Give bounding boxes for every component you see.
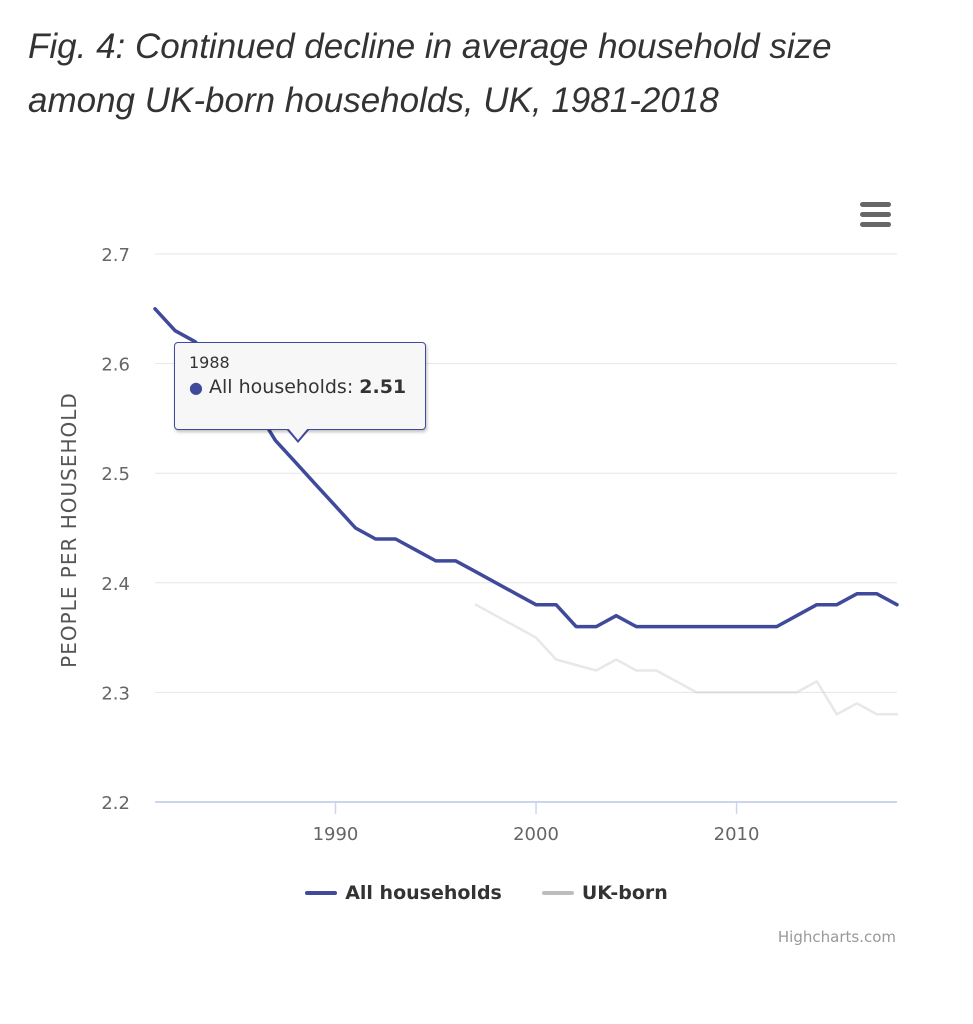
tooltip-x-value: 1988	[189, 353, 230, 372]
data-point-all-households[interactable]	[590, 621, 602, 633]
data-point-uk-born[interactable]	[510, 621, 522, 633]
series-line-all-households[interactable]	[153, 307, 899, 629]
data-point-all-households[interactable]	[610, 610, 622, 622]
data-point-all-households[interactable]	[650, 621, 662, 633]
data-point-uk-born[interactable]	[711, 686, 723, 698]
data-point-all-households[interactable]	[450, 555, 462, 567]
data-point-all-households[interactable]	[871, 588, 883, 600]
data-point-uk-born[interactable]	[530, 632, 542, 644]
data-point-all-households[interactable]	[851, 588, 863, 600]
x-tick-label: 1990	[313, 824, 359, 845]
data-point-all-households[interactable]	[350, 522, 362, 534]
data-point-uk-born[interactable]	[610, 654, 622, 666]
data-point-uk-born[interactable]	[871, 708, 883, 720]
series-layer[interactable]	[149, 303, 903, 721]
data-point-all-households[interactable]	[731, 621, 743, 633]
data-point-uk-born[interactable]	[670, 675, 682, 687]
hamburger-menu-icon	[860, 202, 891, 207]
tooltip-separator: :	[346, 376, 360, 398]
data-point-uk-born[interactable]	[550, 654, 562, 666]
data-point-all-households[interactable]	[550, 599, 562, 611]
data-point-all-households[interactable]	[530, 599, 542, 611]
data-point-uk-born[interactable]	[570, 659, 582, 671]
y-tick-label: 2.4	[101, 574, 130, 595]
data-point-all-households[interactable]	[470, 566, 482, 578]
x-tick-label: 2010	[714, 824, 760, 845]
data-point-all-households[interactable]	[811, 599, 823, 611]
data-point-uk-born[interactable]	[851, 697, 863, 709]
data-point-all-households[interactable]	[289, 456, 301, 468]
data-point-all-households[interactable]	[329, 500, 341, 512]
y-tick-label: 2.5	[101, 464, 130, 485]
y-axis-title: PEOPLE PER HOUSEHOLD	[57, 392, 81, 668]
data-point-all-households[interactable]	[791, 610, 803, 622]
data-point-all-households[interactable]	[169, 325, 181, 337]
x-axis-ticks: 1990 2000 2010	[313, 802, 760, 845]
y-axis-ticks: 2.2 2.3 2.4 2.5 2.6 2.7	[101, 245, 130, 814]
data-point-all-households[interactable]	[490, 577, 502, 589]
data-point-all-households[interactable]	[410, 544, 422, 556]
legend-item-uk-born[interactable]: UK-born	[541, 882, 668, 904]
chart-legend: All households UK-born	[0, 882, 973, 904]
data-point-all-households[interactable]	[510, 588, 522, 600]
chart-menu-button[interactable]	[852, 196, 898, 236]
data-point-all-households[interactable]	[891, 599, 903, 611]
tooltip-arrow-fill	[288, 428, 308, 440]
y-tick-label: 2.6	[101, 355, 130, 376]
data-point-all-households[interactable]	[149, 303, 161, 315]
data-point-all-households[interactable]	[711, 621, 723, 633]
data-point-uk-born[interactable]	[831, 708, 843, 720]
tooltip-row: ● All households: 2.51	[189, 376, 411, 398]
data-point-all-households[interactable]	[370, 533, 382, 545]
data-point-all-households[interactable]	[570, 621, 582, 633]
data-point-uk-born[interactable]	[650, 664, 662, 676]
grid-lines	[155, 253, 897, 693]
tooltip-series-name: All households	[209, 376, 347, 398]
data-point-all-households[interactable]	[269, 434, 281, 446]
data-point-all-households[interactable]	[690, 621, 702, 633]
tooltip-value: 2.51	[359, 376, 407, 398]
data-point-uk-born[interactable]	[490, 610, 502, 622]
data-point-all-households[interactable]	[751, 621, 763, 633]
legend-item-all-households[interactable]: All households	[305, 882, 502, 904]
legend-swatch-all-households	[305, 891, 338, 895]
y-tick-label: 2.7	[101, 245, 130, 266]
data-point-uk-born[interactable]	[731, 686, 743, 698]
legend-label-all-households: All households	[345, 882, 502, 904]
hamburger-menu-icon-bar	[860, 222, 891, 227]
x-tick-label: 2000	[513, 824, 559, 845]
data-point-uk-born[interactable]	[791, 686, 803, 698]
data-point-uk-born[interactable]	[690, 686, 702, 698]
legend-swatch-uk-born	[541, 891, 574, 895]
data-point-uk-born[interactable]	[811, 675, 823, 687]
series-dot-icon: ●	[189, 378, 203, 397]
data-point-uk-born[interactable]	[470, 599, 482, 611]
figure-title: Fig. 4: Continued decline in average hou…	[28, 27, 832, 120]
hamburger-menu-icon-bar	[860, 212, 891, 217]
data-point-uk-born[interactable]	[590, 664, 602, 676]
data-point-uk-born[interactable]	[751, 686, 763, 698]
data-point-uk-born[interactable]	[630, 664, 642, 676]
data-point-all-households[interactable]	[831, 599, 843, 611]
y-tick-label: 2.3	[101, 683, 130, 704]
data-point-all-households[interactable]	[390, 533, 402, 545]
credits-link[interactable]: Highcharts.com	[777, 928, 896, 946]
data-point-all-households[interactable]	[670, 621, 682, 633]
data-point-all-households[interactable]	[430, 555, 442, 567]
chart-tooltip: 1988 ● All households: 2.51	[174, 342, 426, 430]
legend-label-uk-born: UK-born	[581, 882, 668, 904]
data-point-all-households[interactable]	[630, 621, 642, 633]
data-point-all-households[interactable]	[771, 621, 783, 633]
series-line-uk-born[interactable]	[474, 603, 899, 716]
data-point-all-households[interactable]	[309, 478, 321, 490]
data-point-uk-born[interactable]	[891, 708, 903, 720]
data-point-uk-born[interactable]	[771, 686, 783, 698]
y-tick-label: 2.2	[101, 793, 130, 814]
